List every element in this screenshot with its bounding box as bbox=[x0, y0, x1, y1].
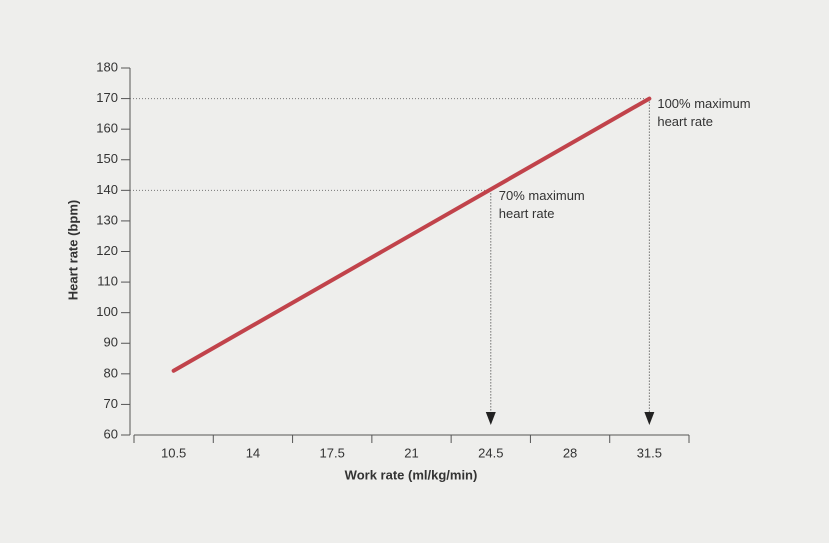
y-tick-label: 140 bbox=[96, 182, 118, 197]
x-tick-label: 14 bbox=[246, 445, 260, 460]
y-tick-label: 90 bbox=[104, 335, 118, 350]
x-tick-label: 28 bbox=[563, 445, 577, 460]
y-tick-label: 100 bbox=[96, 304, 118, 319]
y-tick-label: 60 bbox=[104, 426, 118, 441]
x-tick-label: 21 bbox=[404, 445, 418, 460]
y-tick-label: 160 bbox=[96, 121, 118, 136]
y-tick-label: 180 bbox=[96, 59, 118, 74]
annotation-text: heart rate bbox=[499, 206, 555, 221]
y-tick-label: 170 bbox=[96, 90, 118, 105]
x-tick-label: 24.5 bbox=[478, 445, 503, 460]
data-line bbox=[171, 96, 652, 373]
y-tick-label: 150 bbox=[96, 151, 118, 166]
x-tick-label: 10.5 bbox=[161, 445, 186, 460]
arrow-head bbox=[485, 412, 496, 425]
annotation-text: 70% maximum bbox=[499, 188, 585, 203]
y-tick-label: 70 bbox=[104, 396, 118, 411]
y-tick-label: 130 bbox=[96, 212, 118, 227]
annotation-text: 100% maximum bbox=[657, 96, 750, 111]
y-tick-label: 120 bbox=[96, 243, 118, 258]
arrow-head bbox=[644, 412, 655, 425]
x-axis-label: Work rate (ml/kg/min) bbox=[345, 467, 478, 482]
x-tick-label: 17.5 bbox=[320, 445, 345, 460]
y-axis-label: Heart rate (bpm) bbox=[65, 200, 80, 300]
annotation-text: heart rate bbox=[657, 114, 713, 129]
x-tick-label: 31.5 bbox=[637, 445, 662, 460]
y-tick-label: 110 bbox=[97, 274, 118, 289]
y-tick-label: 80 bbox=[104, 365, 118, 380]
